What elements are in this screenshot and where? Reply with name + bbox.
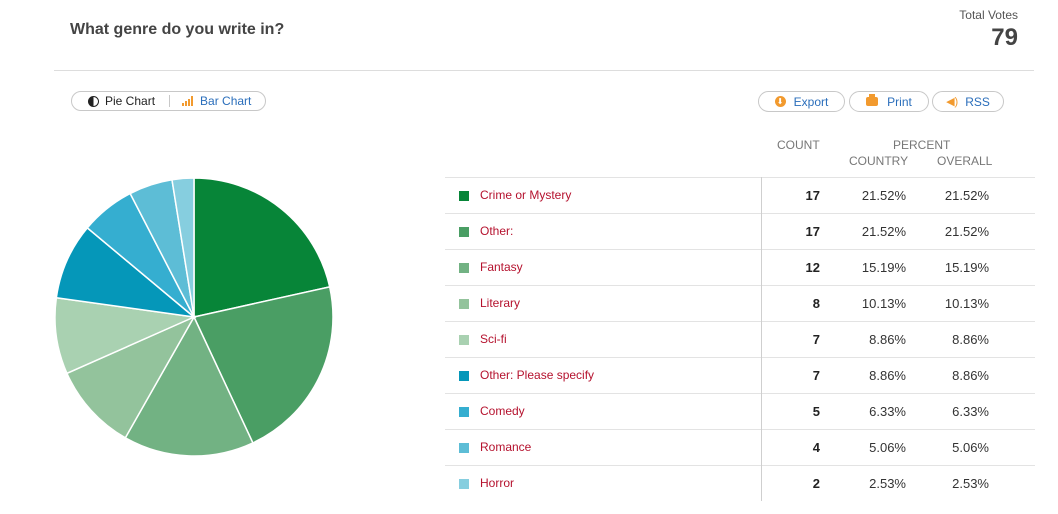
legend-swatch [459,299,469,309]
answer-overall-percent: 6.33% [952,404,989,419]
answer-country-percent: 8.86% [869,332,906,347]
pie-chart-option[interactable]: Pie Chart [88,94,155,108]
bar-chart-option[interactable]: Bar Chart [182,94,251,108]
result-row: Other: 17 21.52% 21.52% [445,213,1035,249]
header-divider [54,70,1034,71]
answer-overall-percent: 8.86% [952,332,989,347]
answer-count: 8 [812,296,820,311]
pie-slice[interactable] [193,177,331,318]
overall-header: OVERALL [937,154,993,168]
answer-country-percent: 21.52% [861,224,906,239]
answer-country-percent: 6.33% [869,404,906,419]
answer-country-percent: 8.86% [869,368,906,383]
result-row: Romance 4 5.06% 5.06% [445,429,1035,465]
answer-overall-percent: 2.53% [952,476,989,491]
answer-count: 17 [805,224,820,239]
answer-label[interactable]: Other: Please specify [480,368,595,382]
rss-label: RSS [965,94,990,109]
result-row: Comedy 5 6.33% 6.33% [445,393,1035,429]
results-table: Crime or Mystery 17 21.52% 21.52% Other: 17 21… [445,177,1035,501]
legend-swatch [459,191,469,201]
print-icon [866,94,879,106]
answer-label[interactable]: Fantasy [480,260,523,274]
legend-swatch [459,443,469,453]
rss-icon: ◀) [946,96,959,108]
print-button[interactable]: Print [849,91,929,112]
answer-label[interactable]: Horror [480,476,515,490]
bar-chart-icon [182,96,194,106]
legend-swatch [459,407,469,417]
total-votes-label: Total Votes [959,8,1018,22]
pie-chart [54,177,334,457]
answer-country-percent: 2.53% [869,476,906,491]
answer-label[interactable]: Crime or Mystery [480,188,572,202]
legend-swatch [459,335,469,345]
result-row: Horror 2 2.53% 2.53% [445,465,1035,501]
answer-label[interactable]: Romance [480,440,532,454]
answer-overall-percent: 5.06% [952,440,989,455]
answer-count: 4 [812,440,820,455]
bar-chart-label: Bar Chart [200,94,252,108]
answer-overall-percent: 21.52% [944,224,989,239]
answer-country-percent: 10.13% [861,296,906,311]
answer-country-percent: 21.52% [861,188,906,203]
answer-count: 7 [812,368,820,383]
answer-country-percent: 5.06% [869,440,906,455]
export-button[interactable]: ⬇ Export [758,91,845,112]
pie-slice[interactable] [124,315,254,457]
result-row: Crime or Mystery 17 21.52% 21.52% [445,177,1035,213]
pie-slice[interactable] [192,285,334,444]
legend-swatch [459,371,469,381]
answer-label[interactable]: Literary [480,296,521,310]
count-header: COUNT [777,138,820,152]
percent-header: PERCENT [893,138,951,152]
answer-count: 2 [812,476,820,491]
legend-swatch [459,227,469,237]
result-row: Fantasy 12 15.19% 15.19% [445,249,1035,285]
rss-button[interactable]: ◀) RSS [932,91,1004,112]
result-row: Literary 8 10.13% 10.13% [445,285,1035,321]
answer-overall-percent: 15.19% [944,260,989,275]
pie-chart-icon [88,95,99,107]
pie-chart-label: Pie Chart [105,94,156,108]
legend-swatch [459,479,469,489]
print-label: Print [887,94,912,109]
question-title: What genre do you write in? [70,21,285,38]
answer-count: 12 [805,260,820,275]
answer-country-percent: 15.19% [861,260,906,275]
answer-label[interactable]: Comedy [480,404,525,418]
count-column-divider [761,177,762,501]
answer-label[interactable]: Sci-fi [480,332,507,346]
pie-slice[interactable] [171,177,195,318]
answer-count: 17 [805,188,820,203]
answer-overall-percent: 10.13% [944,296,989,311]
total-votes-value: 79 [991,24,1018,51]
toggle-separator [169,95,171,107]
export-label: Export [793,94,829,109]
result-row: Other: Please specify 7 8.86% 8.86% [445,357,1035,393]
legend-swatch [459,263,469,273]
answer-label[interactable]: Other: [480,224,514,238]
result-row: Sci-fi 7 8.86% 8.86% [445,321,1035,357]
chart-type-toggle: Pie Chart Bar Chart [71,91,267,111]
answer-count: 7 [812,332,820,347]
country-header: COUNTRY [849,154,909,168]
export-icon: ⬇ [774,96,786,107]
answer-count: 5 [812,404,820,419]
answer-overall-percent: 8.86% [952,368,989,383]
answer-overall-percent: 21.52% [944,188,989,203]
pie-slice[interactable] [65,315,196,439]
